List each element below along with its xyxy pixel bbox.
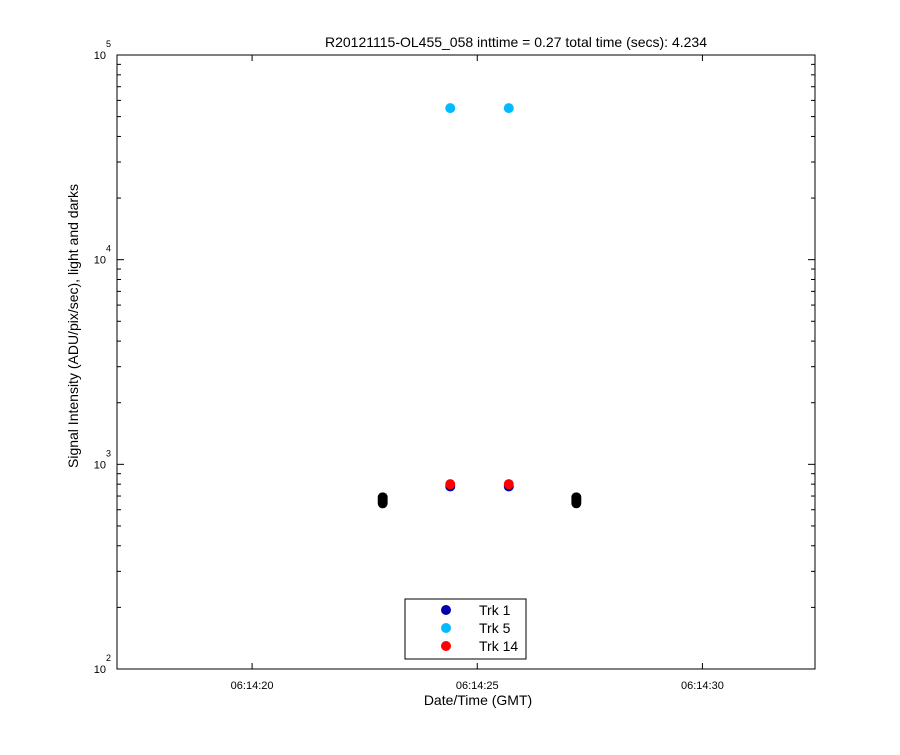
data-point bbox=[445, 479, 456, 490]
y-tick-exponent: 5 bbox=[106, 39, 111, 49]
legend: Trk 1 Trk 5 Trk 14 bbox=[404, 598, 527, 660]
x-tick-label: 06:14:30 bbox=[681, 680, 724, 692]
y-tick-label: 10 bbox=[94, 459, 106, 471]
data-point bbox=[445, 103, 456, 114]
legend-box bbox=[404, 598, 527, 660]
data-point bbox=[571, 492, 582, 503]
legend-label: Trk 1 bbox=[479, 602, 511, 618]
y-tick-exponent: 2 bbox=[106, 653, 111, 663]
legend-marker bbox=[441, 623, 451, 633]
x-axis-label: Date/Time (GMT) bbox=[424, 692, 532, 708]
plot-area bbox=[116, 54, 816, 670]
data-point bbox=[503, 103, 514, 114]
x-tick-label: 06:14:20 bbox=[231, 680, 274, 692]
y-tick-label: 10 bbox=[94, 50, 106, 62]
chart-title: R20121115-OL455_058 inttime = 0.27 total… bbox=[325, 34, 707, 50]
legend-marker bbox=[441, 641, 451, 651]
data-point bbox=[377, 492, 388, 503]
data-point bbox=[503, 479, 514, 490]
y-tick-exponent: 3 bbox=[106, 448, 111, 458]
y-tick-label: 10 bbox=[94, 664, 106, 676]
points-layer bbox=[377, 103, 582, 509]
y-tick-label: 10 bbox=[94, 255, 106, 267]
legend-label: Trk 5 bbox=[479, 620, 511, 636]
legend-label: Trk 14 bbox=[479, 638, 518, 654]
legend-marker bbox=[441, 605, 451, 615]
x-tick-label: 06:14:25 bbox=[456, 680, 499, 692]
y-axis-label: Signal Intensity (ADU/pix/sec), light an… bbox=[65, 184, 81, 468]
y-tick-exponent: 4 bbox=[106, 244, 111, 254]
